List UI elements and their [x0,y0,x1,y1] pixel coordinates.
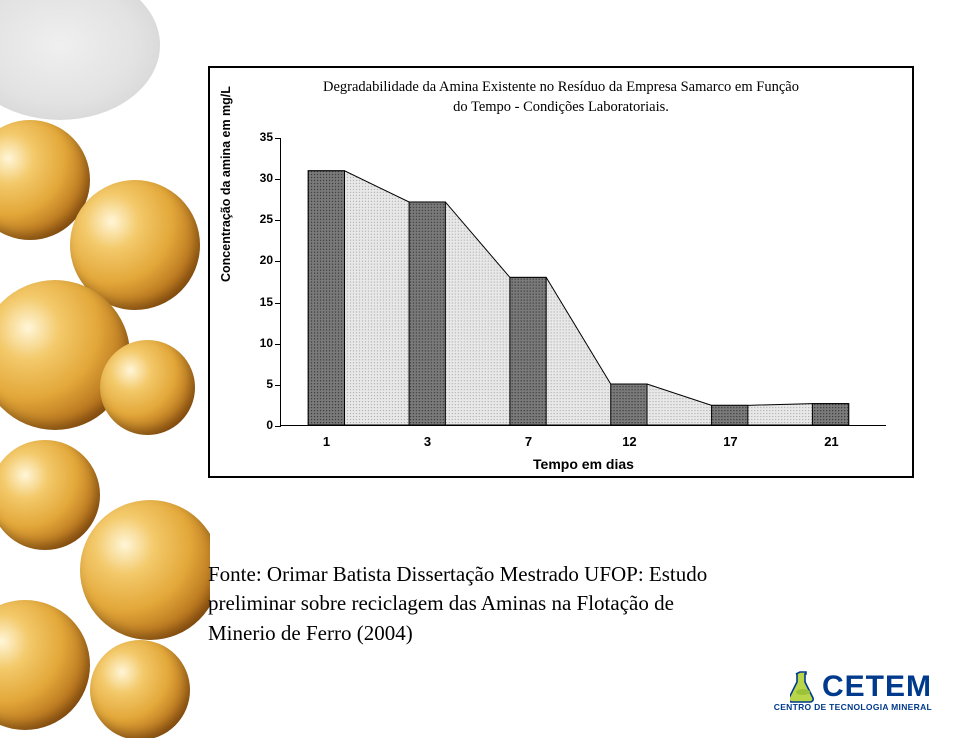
caption-line: preliminar sobre reciclagem das Aminas n… [208,591,674,615]
y-tick-mark [275,344,281,345]
y-tick-label: 20 [241,253,273,267]
y-tick-label: 10 [241,336,273,350]
flask-icon [790,670,816,704]
logo-text: CETEM [822,670,932,704]
gem-decor [100,340,195,435]
gem-decor [90,640,190,738]
x-tick-label: 7 [525,434,532,449]
y-tick-mark [275,303,281,304]
y-tick-mark [275,138,281,139]
bar [712,405,748,425]
degradability-chart: Degradabilidade da Amina Existente no Re… [208,66,914,478]
y-tick-label: 0 [241,418,273,432]
logo-subtext: CENTRO DE TECNOLOGIA MINERAL [774,702,932,712]
gem-decor [80,500,210,640]
y-tick-label: 30 [241,171,273,185]
gem-decor [0,440,100,550]
chart-title-line1: Degradabilidade da Amina Existente no Re… [323,79,799,95]
cetem-logo: CETEM CENTRO DE TECNOLOGIA MINERAL [774,670,932,712]
x-tick-label: 3 [424,434,431,449]
y-tick-mark [275,179,281,180]
chart-title: Degradabilidade da Amina Existente no Re… [210,78,912,117]
x-tick-label: 21 [824,434,838,449]
caption-line: Fonte: Orimar Batista Dissertação Mestra… [208,562,707,586]
bar [308,171,344,425]
gem-decor [0,600,90,730]
caption-line: Minerio de Ferro (2004) [208,621,413,645]
chart-title-line2: do Tempo - Condições Laboratoriais. [453,99,669,115]
y-tick-mark [275,426,281,427]
x-tick-label: 17 [723,434,737,449]
y-tick-label: 35 [241,130,273,144]
bar [611,384,647,425]
x-axis-label: Tempo em dias [281,456,886,472]
x-tick-label: 12 [622,434,636,449]
petri-dish-decor [0,0,160,120]
y-axis-label: Concentração da amina em mg/L [219,86,233,282]
y-tick-label: 25 [241,212,273,226]
y-tick-mark [275,261,281,262]
x-tick-label: 1 [323,434,330,449]
source-caption: Fonte: Orimar Batista Dissertação Mestra… [208,560,748,648]
bar [812,404,848,425]
decorative-gem-strip [0,0,210,738]
y-tick-mark [275,220,281,221]
bar [510,277,546,425]
chart-svg [281,138,886,425]
logo-main-row: CETEM [774,670,932,704]
plot-area: Concentração da amina em mg/L 0510152025… [280,138,886,426]
y-tick-label: 15 [241,295,273,309]
y-tick-mark [275,385,281,386]
y-tick-label: 5 [241,377,273,391]
bar [409,202,445,425]
